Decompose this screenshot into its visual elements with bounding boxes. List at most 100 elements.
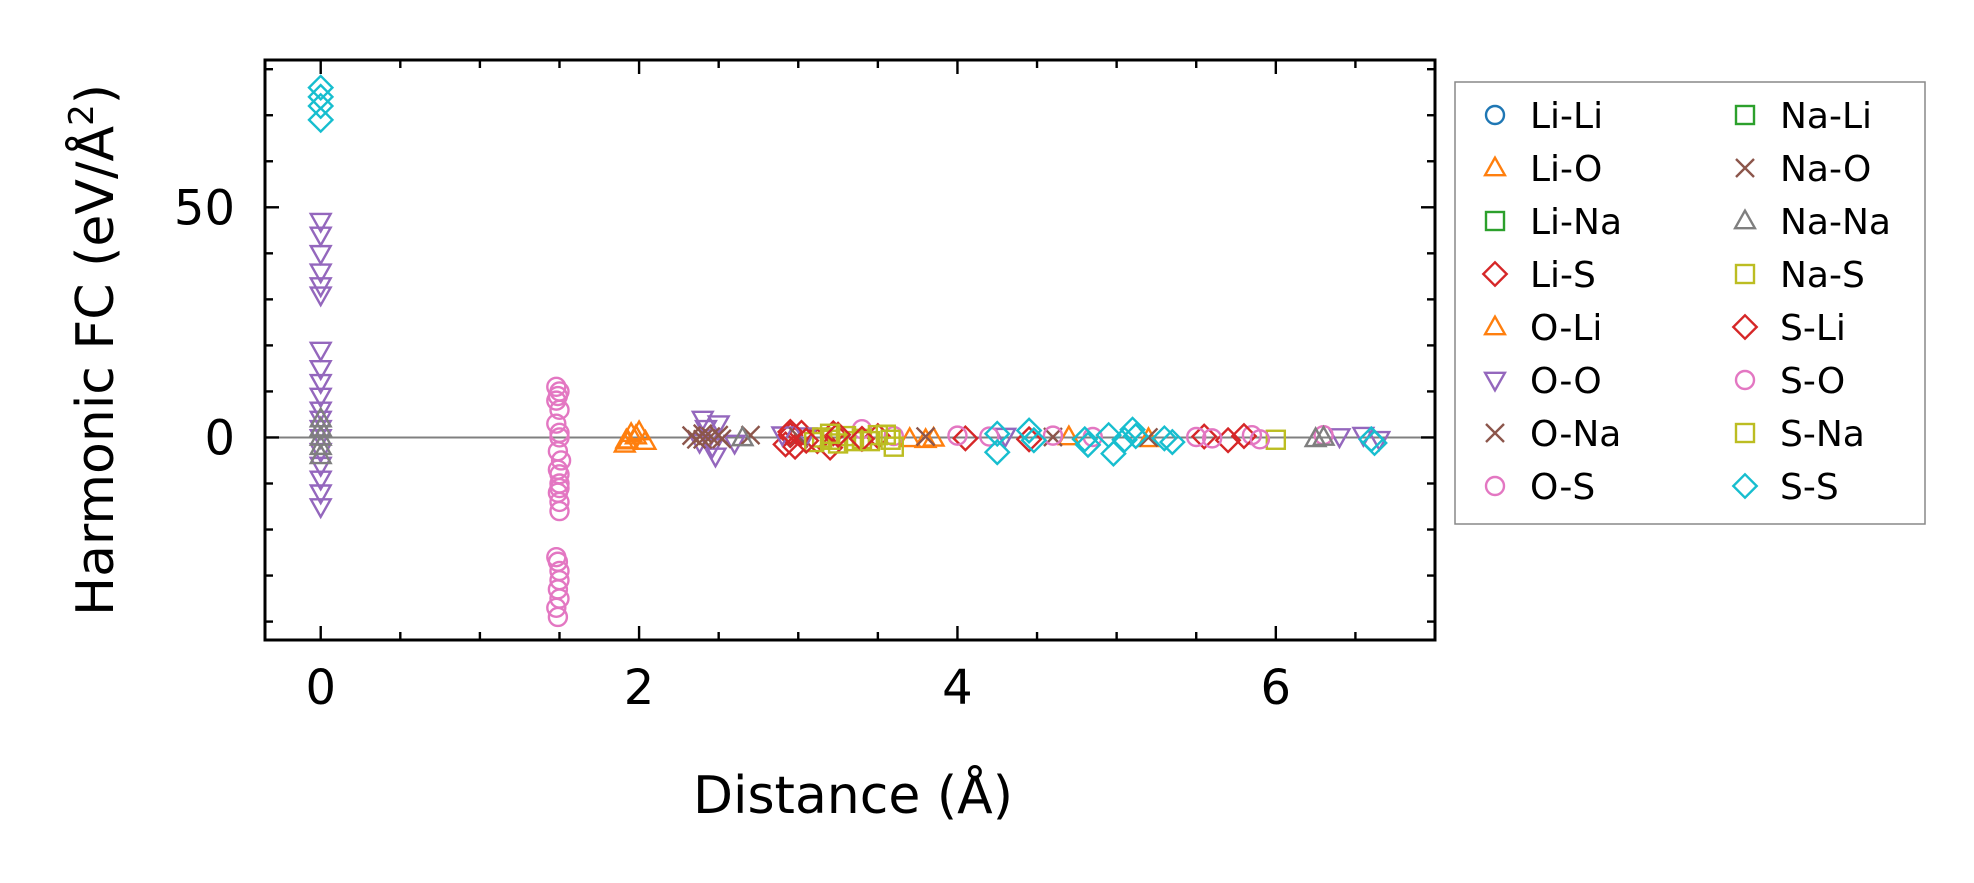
- point-o-s: [1186, 426, 1207, 448]
- point-o-o: [308, 456, 333, 478]
- point-o-o: [308, 484, 333, 506]
- legend-marker: [1735, 158, 1755, 178]
- point-o-o: [1327, 428, 1352, 450]
- point-o-o: [308, 387, 333, 409]
- point-o-li: [1056, 424, 1081, 446]
- point-s-o: [549, 500, 570, 522]
- point-o-o: [308, 341, 333, 363]
- point-s-s: [1119, 416, 1146, 444]
- legend-frame: [1454, 81, 1926, 525]
- legend-marker: [1484, 210, 1506, 232]
- legend-marker: [1731, 313, 1759, 341]
- point-o-o: [308, 286, 333, 308]
- point-s-li: [792, 427, 820, 455]
- point-o-o: [308, 429, 333, 451]
- axes: 0 2 4 6 0 50: [174, 58, 1437, 716]
- point-s-li: [776, 418, 804, 446]
- point-o-s: [550, 450, 572, 471]
- point-s-o: [546, 597, 567, 618]
- x-axis-title: Distance (Å): [693, 764, 1013, 826]
- point-o-na: [915, 426, 936, 447]
- legend-marker: [1485, 423, 1505, 443]
- x-tick-label: 2: [624, 660, 655, 716]
- legend-marker: [1484, 475, 1506, 497]
- point-s-na: [875, 424, 897, 445]
- point-s-li: [1230, 422, 1258, 450]
- legend-marker: [1483, 155, 1507, 177]
- point-s-s: [1071, 425, 1099, 453]
- point-s-s: [1361, 429, 1388, 457]
- point-na-s: [880, 429, 901, 450]
- legend-label: S-S: [1780, 467, 1839, 508]
- y-axis-title-main: Harmonic FC (eV/Å: [64, 125, 126, 616]
- plot-area: [265, 74, 1435, 628]
- point-s-s: [1122, 422, 1150, 450]
- point-o-o: [308, 212, 333, 234]
- point-o-s: [546, 413, 567, 434]
- legend-marker: [1734, 263, 1756, 285]
- point-o-o: [308, 470, 333, 492]
- point-s-s: [983, 420, 1011, 448]
- point-s-o: [549, 569, 570, 591]
- y-axis-title-superscript: 2: [62, 104, 102, 126]
- x-tick-label: 4: [942, 660, 973, 716]
- legend-label: S-Li: [1780, 308, 1846, 349]
- legend-label: Na-Na: [1780, 202, 1891, 243]
- point-o-o: [308, 226, 333, 248]
- point-na-o: [692, 429, 713, 450]
- point-na-na: [1311, 424, 1336, 446]
- point-o-o: [706, 415, 731, 437]
- legend-label: S-Na: [1780, 414, 1865, 455]
- point-o-o: [308, 373, 333, 396]
- y-tick-label: 50: [174, 180, 235, 236]
- legend-label: Na-O: [1780, 149, 1871, 190]
- legend-label: O-Na: [1530, 414, 1621, 455]
- point-na-na: [308, 433, 333, 456]
- point-s-o: [549, 422, 570, 444]
- legend-marker: [1733, 208, 1757, 230]
- point-s-s: [1015, 417, 1043, 444]
- point-s-s: [307, 106, 335, 134]
- legend-label: O-O: [1530, 361, 1602, 402]
- legend-marker: [1483, 371, 1507, 393]
- legend-label: Na-S: [1780, 255, 1865, 296]
- point-o-s: [546, 376, 567, 398]
- point-s-s: [1020, 426, 1048, 454]
- legend-marker: [1734, 422, 1756, 444]
- point-o-li: [627, 419, 652, 441]
- y-axis-title: Harmonic FC (eV/Å2): [62, 84, 126, 616]
- legend-label: S-O: [1780, 361, 1845, 402]
- point-o-s: [549, 491, 570, 513]
- plot-frame: [263, 58, 1437, 642]
- point-na-na: [308, 443, 333, 465]
- point-s-li: [824, 421, 852, 449]
- y-axis-title-end: ): [66, 84, 126, 104]
- point-s-na: [859, 430, 881, 452]
- point-s-s: [1158, 428, 1186, 456]
- point-s-o: [546, 390, 567, 411]
- point-s-o: [1201, 428, 1223, 449]
- point-s-s: [983, 438, 1011, 466]
- point-s-o: [549, 477, 570, 499]
- point-s-s: [1111, 426, 1138, 454]
- point-s-o: [1249, 429, 1271, 450]
- legend-marker: [1483, 314, 1507, 336]
- point-o-o: [703, 447, 728, 469]
- x-tick-label: 0: [305, 660, 336, 716]
- point-na-na: [730, 425, 755, 447]
- point-s-o: [549, 381, 570, 402]
- y-tick-label: 0: [204, 410, 235, 466]
- point-na-o: [708, 425, 729, 446]
- legend-label: Li-Na: [1530, 202, 1622, 243]
- legend-label: Li-S: [1530, 255, 1596, 296]
- point-s-na: [819, 423, 841, 444]
- point-o-o: [308, 498, 333, 520]
- legend-marker: [1731, 472, 1759, 500]
- legend-label: O-S: [1530, 467, 1595, 508]
- legend-label: Na-Li: [1780, 96, 1872, 137]
- point-s-s: [307, 74, 335, 102]
- point-o-s: [947, 425, 968, 446]
- point-o-s: [979, 426, 1000, 447]
- point-o-s: [547, 606, 569, 628]
- legend-marker: [1484, 104, 1506, 126]
